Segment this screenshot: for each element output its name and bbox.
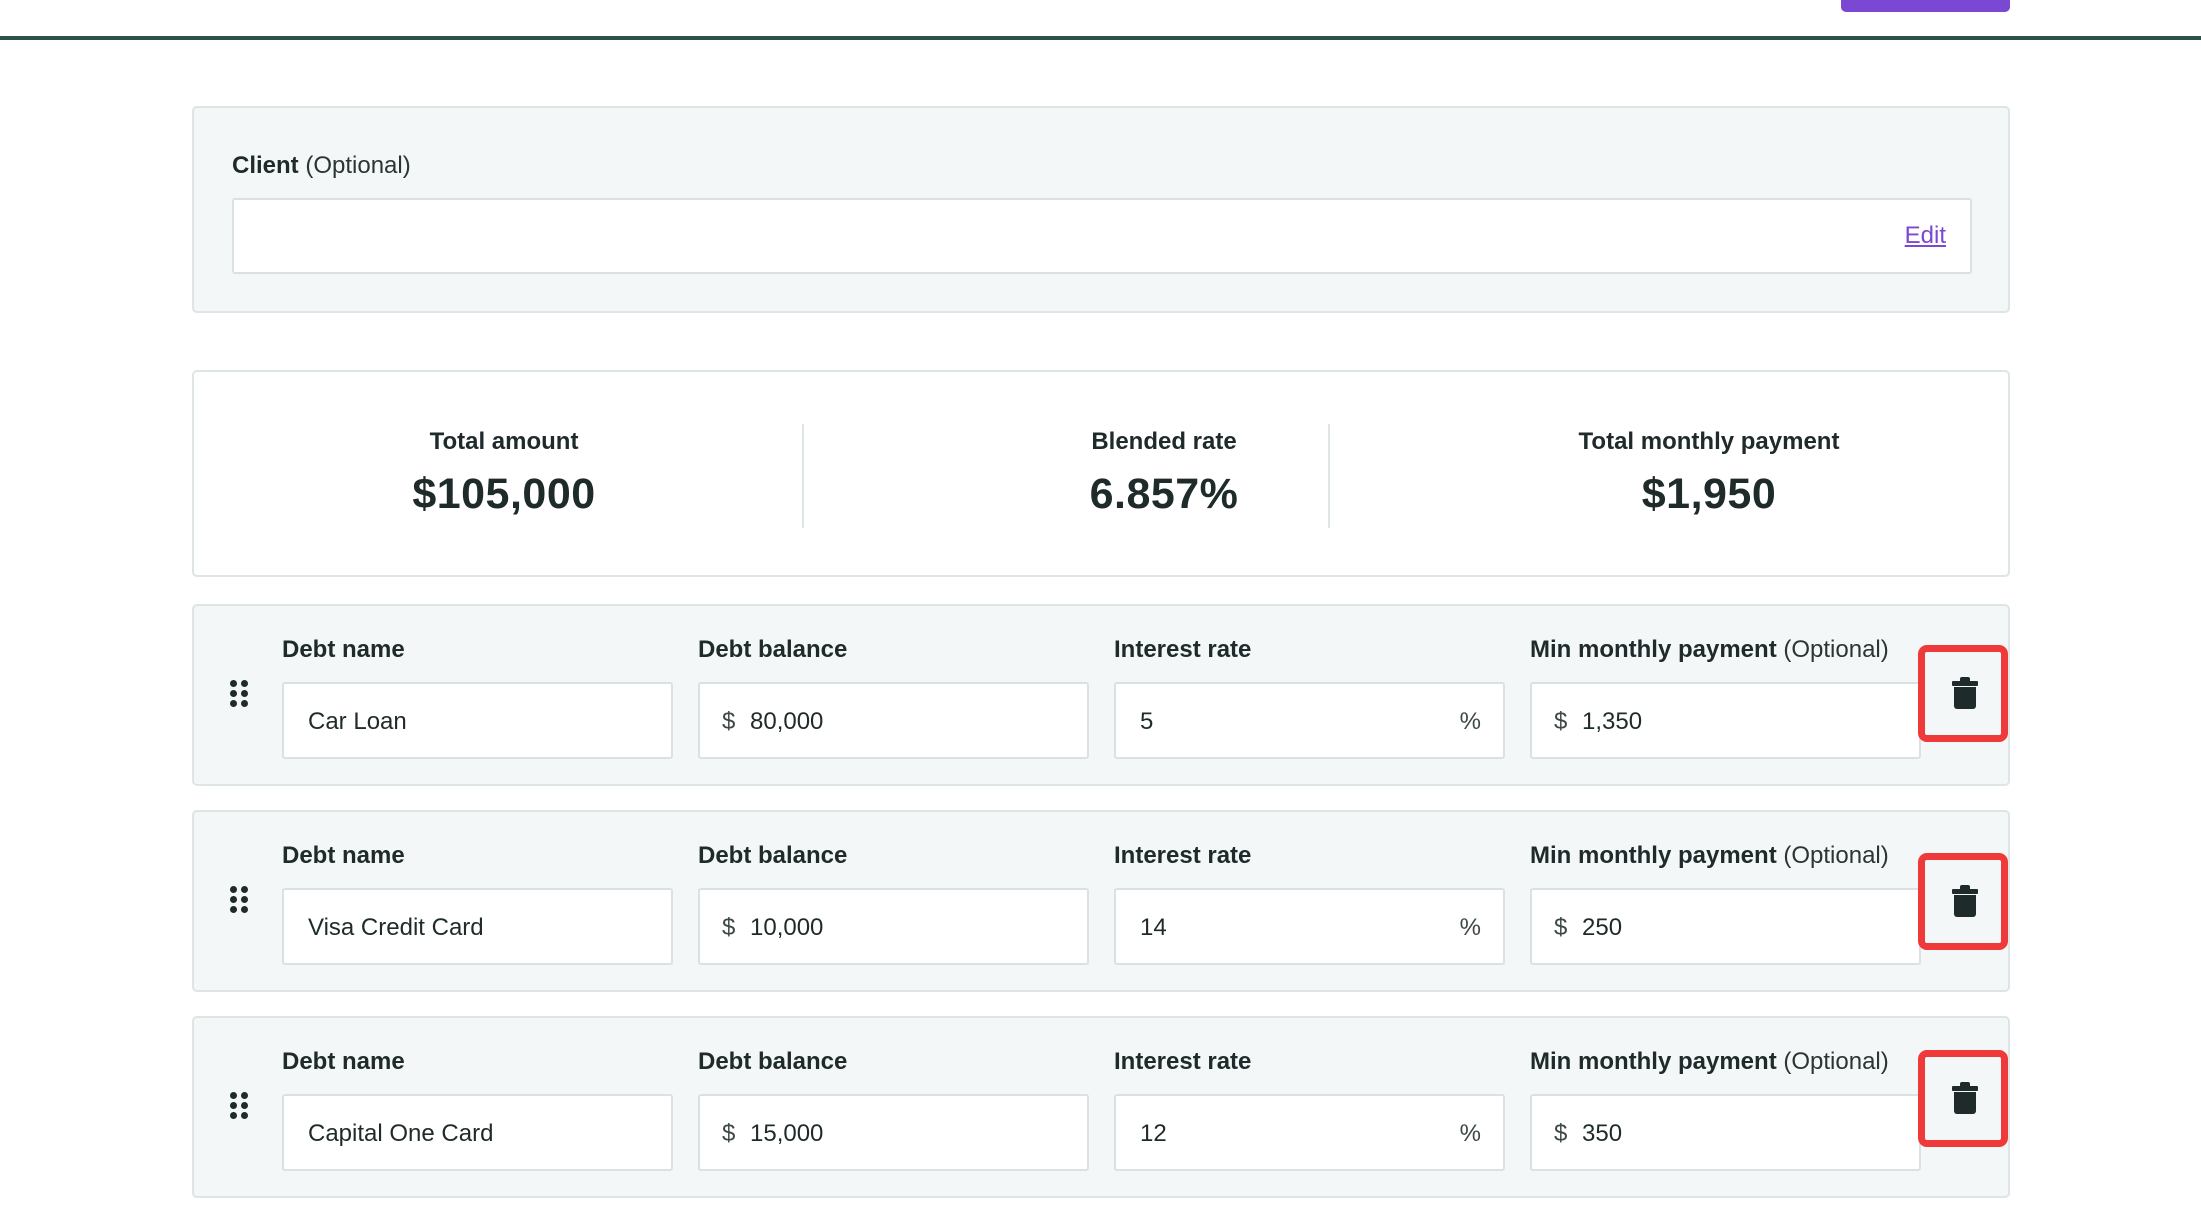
delete-debt-button[interactable]: [1918, 853, 2008, 950]
min-payment-label: Min monthly payment (Optional): [1530, 636, 1889, 664]
percent-suffix: %: [1459, 1120, 1481, 1147]
debt-balance-value: 10,000: [750, 914, 824, 941]
min-payment-value: 1,350: [1582, 708, 1643, 735]
min-payment-label-text: Min monthly payment: [1530, 636, 1777, 663]
interest-rate-input[interactable]: 12 %: [1114, 1094, 1505, 1171]
currency-prefix: $: [722, 914, 736, 941]
total-amount-stat: Total amount $105,000: [354, 428, 654, 519]
min-payment-label-text: Min monthly payment: [1530, 842, 1777, 869]
currency-prefix: $: [1554, 708, 1568, 735]
min-payment-value: 350: [1582, 1120, 1623, 1147]
min-payment-input[interactable]: $ 350: [1530, 1094, 1921, 1171]
drag-handle-icon[interactable]: [230, 1092, 250, 1120]
min-payment-value: 250: [1582, 914, 1623, 941]
interest-rate-label: Interest rate: [1114, 842, 1252, 869]
trash-icon: [1952, 885, 1978, 917]
min-payment-input[interactable]: $ 250: [1530, 888, 1921, 965]
summary-divider: [1328, 424, 1330, 528]
debt-name-input[interactable]: Car Loan: [282, 682, 673, 759]
interest-rate-input[interactable]: 14 %: [1114, 888, 1505, 965]
percent-suffix: %: [1459, 708, 1481, 735]
min-payment-label: Min monthly payment (Optional): [1530, 1048, 1889, 1076]
delete-debt-button[interactable]: [1918, 1050, 2008, 1147]
total-amount-label: Total amount: [429, 428, 579, 455]
min-payment-optional-text: (Optional): [1783, 842, 1889, 869]
min-payment-label-text: Min monthly payment: [1530, 1048, 1777, 1075]
debt-balance-label: Debt balance: [698, 1048, 848, 1075]
summary-card: Total amount $105,000 Blended rate 6.857…: [192, 370, 2010, 577]
total-monthly-label: Total monthly payment: [1578, 428, 1840, 455]
interest-rate-label: Interest rate: [1114, 636, 1252, 663]
debt-balance-input[interactable]: $ 80,000: [698, 682, 1089, 759]
debt-row: Debt name Debt balance Interest rate Min…: [192, 810, 2010, 992]
total-monthly-value: $1,950: [1641, 470, 1777, 518]
debt-balance-value: 15,000: [750, 1120, 824, 1147]
debt-balance-label: Debt balance: [698, 842, 848, 869]
trash-icon: [1952, 1082, 1978, 1114]
drag-handle-icon[interactable]: [230, 680, 250, 708]
client-optional-text: (Optional): [305, 152, 411, 179]
summary-divider: [802, 424, 804, 528]
header-divider: [0, 36, 2201, 40]
min-payment-optional-text: (Optional): [1783, 1048, 1889, 1075]
debt-name-label: Debt name: [282, 842, 405, 869]
debt-row: Debt name Debt balance Interest rate Min…: [192, 604, 2010, 786]
interest-rate-label: Interest rate: [1114, 1048, 1252, 1075]
client-label-text: Client: [232, 152, 299, 179]
client-card: Client (Optional) Edit: [192, 106, 2010, 313]
client-edit-link[interactable]: Edit: [1904, 222, 1946, 249]
top-action-button[interactable]: [1841, 0, 2010, 12]
trash-icon: [1952, 677, 1978, 709]
client-label: Client (Optional): [232, 152, 411, 180]
debt-name-label: Debt name: [282, 636, 405, 663]
debt-name-value: Car Loan: [308, 708, 407, 735]
delete-debt-button[interactable]: [1918, 645, 2008, 742]
debt-name-input[interactable]: Capital One Card: [282, 1094, 673, 1171]
drag-handle-icon[interactable]: [230, 886, 250, 914]
interest-rate-value: 5: [1140, 708, 1154, 735]
total-monthly-stat: Total monthly payment $1,950: [1484, 428, 1934, 519]
currency-prefix: $: [722, 1120, 736, 1147]
blended-rate-value: 6.857%: [1089, 470, 1239, 518]
debt-balance-input[interactable]: $ 10,000: [698, 888, 1089, 965]
debt-name-input[interactable]: Visa Credit Card: [282, 888, 673, 965]
total-amount-value: $105,000: [412, 470, 596, 518]
min-payment-label: Min monthly payment (Optional): [1530, 842, 1889, 870]
currency-prefix: $: [722, 708, 736, 735]
debt-name-value: Capital One Card: [308, 1120, 494, 1147]
debt-name-value: Visa Credit Card: [308, 914, 484, 941]
blended-rate-label: Blended rate: [1091, 428, 1237, 455]
debt-balance-label: Debt balance: [698, 636, 848, 663]
currency-prefix: $: [1554, 1120, 1568, 1147]
interest-rate-value: 12: [1140, 1120, 1167, 1147]
percent-suffix: %: [1459, 914, 1481, 941]
currency-prefix: $: [1554, 914, 1568, 941]
debt-balance-value: 80,000: [750, 708, 824, 735]
debt-balance-input[interactable]: $ 15,000: [698, 1094, 1089, 1171]
blended-rate-stat: Blended rate 6.857%: [1014, 428, 1314, 519]
min-payment-optional-text: (Optional): [1783, 636, 1889, 663]
min-payment-input[interactable]: $ 1,350: [1530, 682, 1921, 759]
debt-name-label: Debt name: [282, 1048, 405, 1075]
debt-row: Debt name Debt balance Interest rate Min…: [192, 1016, 2010, 1198]
interest-rate-input[interactable]: 5 %: [1114, 682, 1505, 759]
interest-rate-value: 14: [1140, 914, 1167, 941]
client-input[interactable]: Edit: [232, 198, 1972, 274]
